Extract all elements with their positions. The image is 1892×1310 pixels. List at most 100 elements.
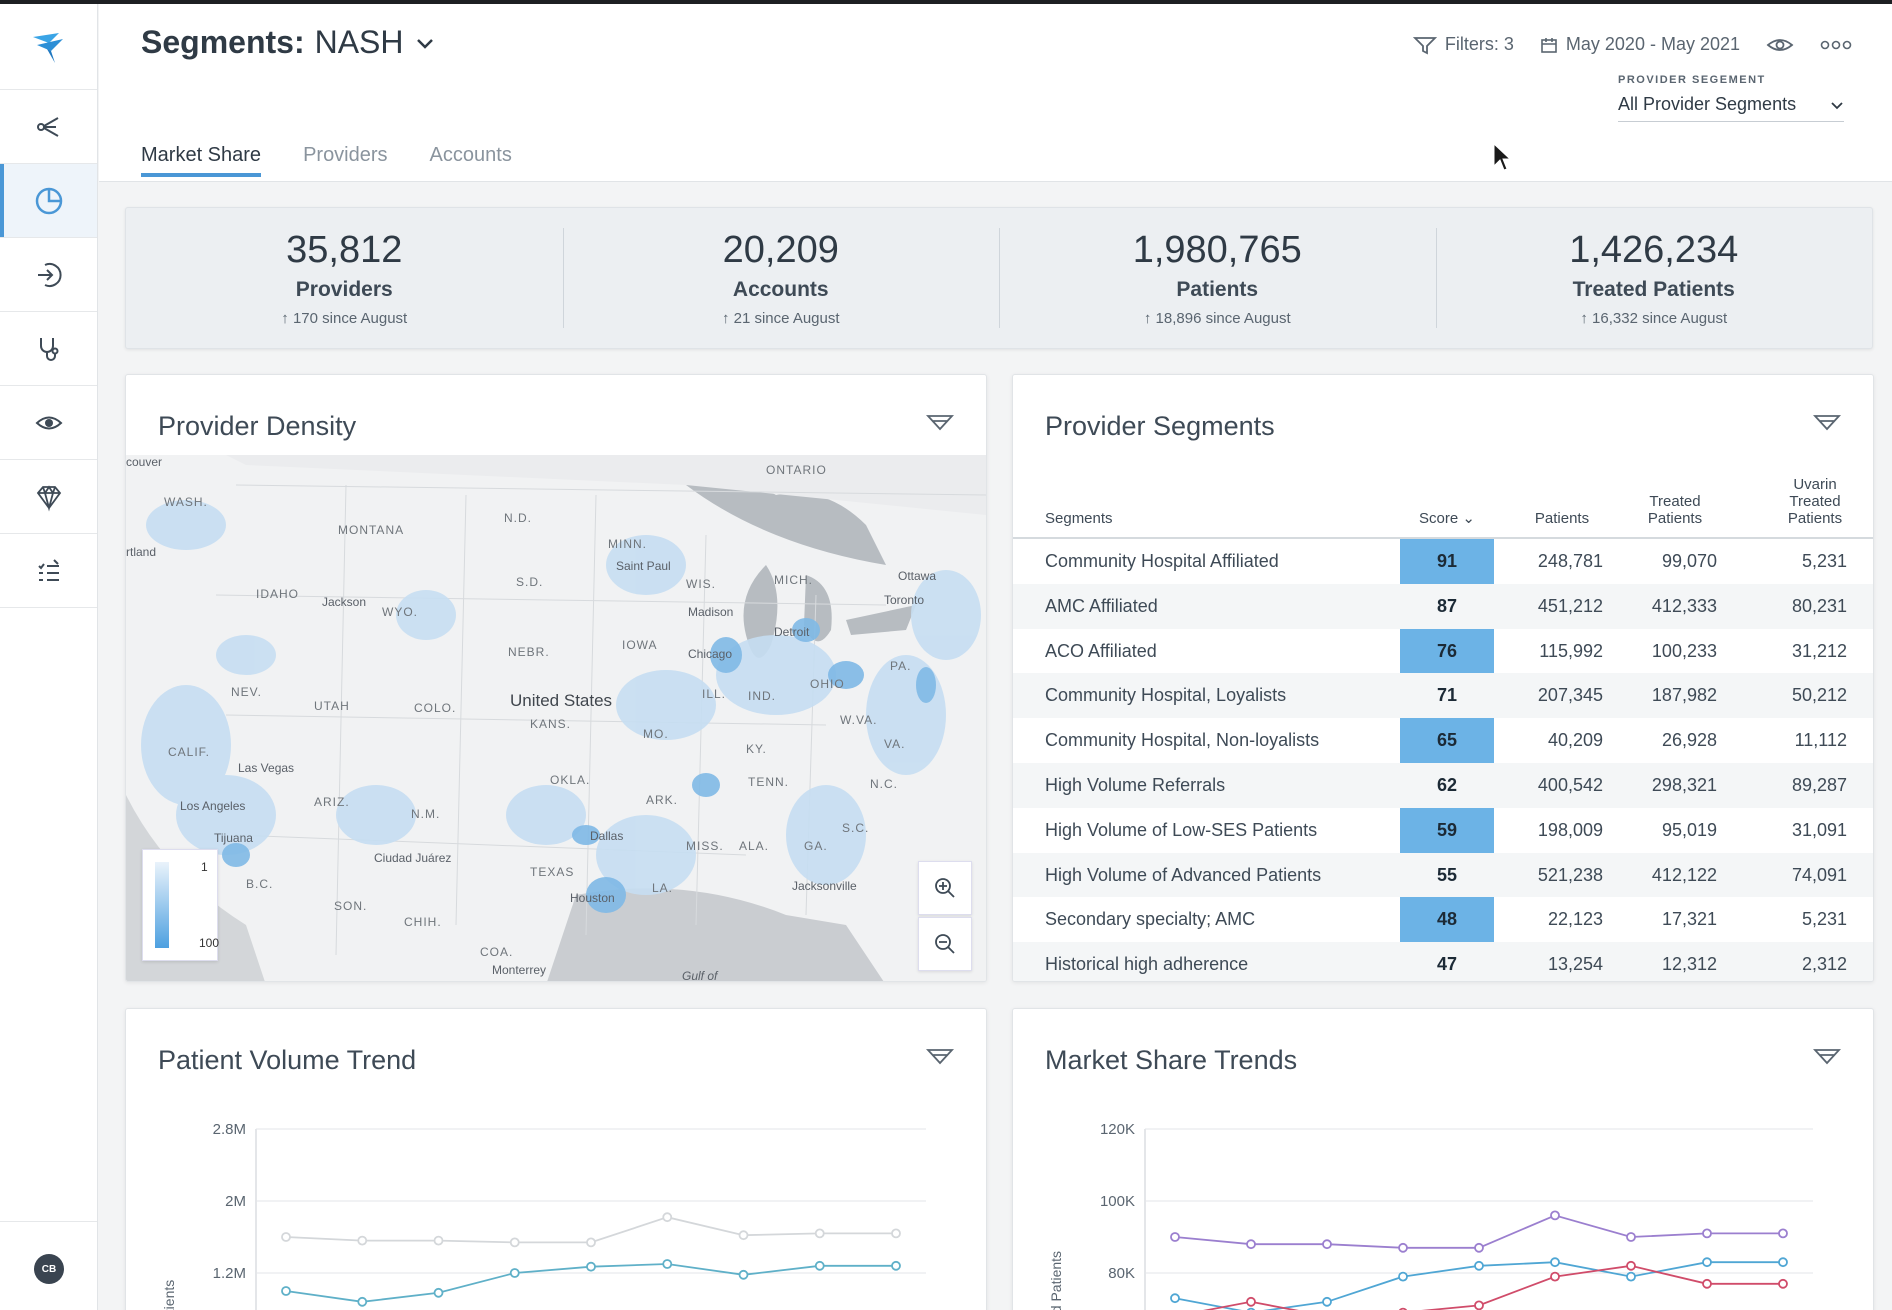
table-row[interactable]: Secondary specialty; AMC 48 22,123 17,32… — [1013, 897, 1873, 942]
data-point — [1626, 1260, 1636, 1271]
data-point — [1778, 1228, 1788, 1239]
stethoscope-icon — [39, 337, 58, 361]
kpi-value: 1,980,765 — [1132, 229, 1302, 271]
card-filter-button[interactable] — [925, 413, 955, 442]
app-logo[interactable] — [0, 4, 97, 90]
column-header-score[interactable]: Score ⌄ — [1419, 509, 1475, 527]
sidebar-item-login[interactable] — [0, 238, 97, 312]
map-region-label: ALA. — [739, 839, 770, 853]
segment-treated: 412,333 — [1651, 595, 1717, 616]
segment-uvarin: 2,312 — [1801, 954, 1847, 975]
data-point — [891, 1260, 901, 1271]
tab-market-share[interactable]: Market Share — [141, 144, 262, 177]
view-button[interactable] — [1766, 35, 1794, 55]
map[interactable]: ONTARIO WASH. MONTANA N.D. MINN. WIS. MI… — [126, 455, 986, 981]
column-header-segments[interactable]: Segments — [1045, 510, 1113, 527]
map-region-label: OHIO — [810, 677, 845, 691]
map-region-label: MISS. — [686, 839, 724, 853]
segment-patients: 22,123 — [1547, 909, 1603, 930]
date-range-label: May 2020 - May 2021 — [1565, 34, 1740, 54]
map-region-label: LA. — [652, 881, 674, 895]
eye-icon — [35, 416, 62, 429]
page-header: Segments: NASH Filters: 3 May 2020 - May… — [99, 4, 1892, 182]
map-region-label: KY. — [746, 742, 767, 756]
segment-uvarin: 5,231 — [1801, 551, 1847, 571]
market-share-chart[interactable]: 120K 100K 80K ed Patients — [1013, 1099, 1874, 1310]
table-row[interactable]: Community Hospital Affiliated 91 248,781… — [1013, 539, 1873, 584]
column-header-treated[interactable]: Treated Patients — [1647, 493, 1703, 527]
card-title: Provider Segments — [1045, 411, 1275, 441]
date-range-button[interactable]: May 2020 - May 2021 — [1540, 34, 1740, 55]
data-point — [738, 1269, 749, 1280]
sidebar-item-share[interactable] — [0, 90, 97, 164]
map-region-label: S.D. — [516, 575, 544, 589]
mouse-cursor-icon — [1493, 142, 1512, 171]
data-point — [509, 1237, 520, 1248]
tab-providers[interactable]: Providers — [303, 144, 388, 166]
table-row[interactable]: Historical high adherence 47 13,254 12,3… — [1013, 942, 1873, 981]
card-filter-button[interactable] — [1812, 413, 1842, 442]
data-point — [509, 1268, 520, 1278]
y-tick-label: 2M — [225, 1193, 246, 1210]
segment-name: Historical high adherence — [1045, 954, 1249, 975]
table-row[interactable]: ACO Affiliated 76 115,992 100,233 31,212 — [1013, 629, 1873, 674]
provider-segment-select[interactable]: All Provider Segments — [1618, 94, 1844, 122]
avatar[interactable]: CB — [34, 1254, 64, 1284]
table-row[interactable]: High Volume Referrals 62 400,542 298,321… — [1013, 762, 1873, 808]
card-filter-button[interactable] — [1812, 1047, 1842, 1076]
segment-treated: 298,321 — [1651, 774, 1717, 795]
y-tick-label: 120K — [1100, 1121, 1135, 1138]
table-row[interactable]: Community Hospital, Loyalists 71 207,345… — [1013, 673, 1873, 719]
checklist-icon — [37, 558, 59, 581]
map-region-label: MO. — [643, 727, 669, 741]
share-network-icon — [36, 116, 58, 137]
table-row[interactable]: AMC Affiliated 87 451,212 412,333 80,231 — [1013, 583, 1873, 629]
map-region-label: NEBR. — [508, 645, 550, 659]
data-point — [1474, 1242, 1484, 1253]
kpi-treated-patients: 1,426,234 Treated Patients ↑ 16,332 sinc… — [1435, 208, 1873, 348]
tab-bar: Market Share Providers Accounts — [141, 144, 512, 177]
patient-volume-chart[interactable]: 2.8M 2M 1.2M atients — [126, 1099, 987, 1310]
segment-score: 76 — [1436, 640, 1458, 661]
table-row[interactable]: High Volume of Low-SES Patients 59 198,0… — [1013, 808, 1873, 853]
map-region-label: MICH. — [774, 573, 813, 587]
y-tick-label: 80K — [1108, 1265, 1135, 1282]
map-city-label: Monterrey — [492, 963, 547, 977]
map-region-label: N.C. — [870, 777, 898, 791]
provider-segments-card: Provider Segments Segments Score ⌄ Patie… — [1012, 374, 1874, 982]
data-point — [1702, 1278, 1712, 1289]
data-point — [891, 1228, 901, 1239]
map-region-label: B.C. — [246, 877, 274, 891]
column-header-patients[interactable]: Patients — [1534, 510, 1590, 527]
segment-score: 62 — [1436, 774, 1458, 795]
card-filter-button[interactable] — [925, 1047, 955, 1076]
sidebar-item-market-share[interactable] — [0, 164, 97, 238]
map-city-label: couver — [126, 455, 163, 469]
tab-accounts[interactable]: Accounts — [429, 144, 512, 166]
map-city-label: Houston — [570, 891, 615, 905]
column-header-uvarin[interactable]: Uvarin Treated Patients — [1787, 476, 1843, 527]
sidebar-item-clinical[interactable] — [0, 312, 97, 386]
sidebar-item-value[interactable] — [0, 460, 97, 534]
data-point — [1170, 1293, 1180, 1304]
segment-selector[interactable]: Segments: NASH — [141, 24, 436, 61]
segment-treated: 100,233 — [1651, 640, 1717, 661]
provider-density-card: Provider Density — [125, 374, 987, 982]
filters-button[interactable]: Filters: 3 — [1412, 34, 1514, 55]
more-button[interactable] — [1820, 39, 1852, 51]
map-region-label: CALIF. — [168, 745, 211, 759]
zoom-in-button[interactable] — [918, 861, 972, 915]
segment-value: NASH — [314, 24, 404, 60]
table-row[interactable]: Community Hospital, Non-loyalists 65 40,… — [1013, 718, 1873, 763]
map-region-label: TEXAS — [530, 865, 575, 879]
map-region-label: NEV. — [231, 685, 262, 699]
sidebar-item-tasks[interactable] — [0, 534, 97, 608]
data-point — [1778, 1278, 1788, 1289]
provider-segment-filter: PROVIDER SEGEMENT All Provider Segments — [1618, 74, 1844, 122]
data-point — [1322, 1296, 1332, 1307]
map-region-label: TENN. — [748, 775, 789, 789]
data-point — [1702, 1228, 1712, 1239]
sidebar-item-visibility[interactable] — [0, 386, 97, 460]
table-row[interactable]: High Volume of Advanced Patients 55 521,… — [1013, 852, 1873, 898]
zoom-out-button[interactable] — [918, 917, 972, 971]
